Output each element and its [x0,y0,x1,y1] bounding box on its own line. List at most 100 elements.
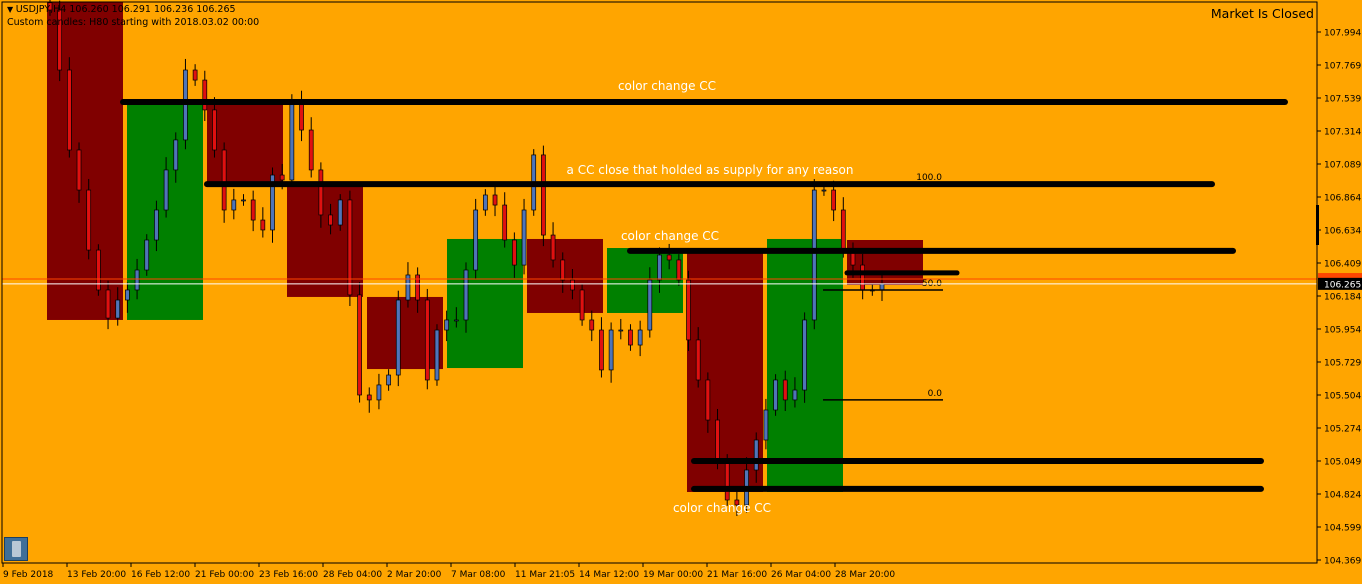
fib-label: 100.0 [916,173,942,183]
zone-bull [607,248,683,313]
candles [47,0,885,517]
x-tick-label: 16 Feb 12:00 [131,570,190,580]
candle-bear [715,419,720,461]
candle-bull [405,274,411,301]
scroll-marker[interactable] [1316,205,1319,245]
custom-candle-zones [47,2,923,492]
x-tick-label: 7 Mar 08:00 [451,570,506,580]
candle-bull [444,319,450,331]
candle-bear [705,379,711,421]
y-tick-label: 107.314 [1324,128,1361,138]
x-tick-label: 21 Mar 16:00 [707,570,767,580]
level-label: color change CC [621,229,719,243]
candle-bull [473,209,479,271]
x-tick-label: 2 Mar 20:00 [387,570,442,580]
candle-bear [560,259,566,281]
candle-bull [773,379,778,411]
candle-bear [415,274,420,301]
ohlc-readout: USDJPY,H4 106.260 106.291 106.236 106.26… [15,4,236,15]
x-tick-label: 9 Feb 2018 [3,570,54,580]
candle-bear [318,169,324,216]
candle-bull [879,283,885,291]
fib-label: 0.0 [928,389,943,399]
candle-bear [782,379,788,401]
y-tick-label: 105.504 [1324,392,1361,402]
custom-candles-info: Custom candles: H80 starting with 2018.0… [7,17,260,28]
current-price-label-bg [1318,277,1362,290]
candle-bull [289,99,295,181]
candle-bear [502,204,508,241]
x-tick-label: 21 Feb 00:00 [195,570,254,580]
candle-bull [618,329,624,332]
candle-bear [570,279,575,291]
x-tick-label: 11 Mar 21:05 [515,570,575,580]
candle-bull [231,199,237,211]
candle-bear [96,249,101,291]
candle-bull [802,319,807,391]
candle-bull [463,269,469,321]
candle-bull [453,319,459,322]
candle-bear [192,69,198,81]
candle-bear [308,129,314,171]
price-axis: 107.994 107.769 107.539 107.314 107.089 106.8… [2,29,1362,567]
candle-bull [637,329,643,346]
candle-bear [212,109,217,151]
candle-bull [821,189,827,192]
candle-bull [753,439,759,471]
candle-bear [221,149,227,211]
candle-bear [541,154,546,236]
candle-bear [666,254,672,261]
levels: color change CC a CC close that holded as… [120,79,1288,515]
y-tick-label: 106.634 [1324,227,1361,237]
candle-bear [492,194,498,206]
y-tick-label: 106.409 [1324,260,1361,270]
candle-bull [270,174,275,231]
candle-bear [86,189,92,251]
candle-bear [260,219,266,231]
x-tick-label: 28 Feb 04:00 [323,570,382,580]
candle-bull [144,239,150,271]
y-tick-label: 105.049 [1324,458,1361,468]
calculator-icon[interactable] [4,537,28,561]
x-tick-label: 13 Feb 20:00 [67,570,126,580]
x-tick-label: 23 Feb 16:00 [259,570,318,580]
candle-bear [831,189,836,211]
triangle-down-icon[interactable]: ▼ [7,5,16,14]
candle-bull [154,209,159,241]
y-tick-label: 105.274 [1324,425,1361,435]
candle-bull [395,299,401,376]
ask-price-label [1318,273,1362,279]
candle-bull [657,254,662,281]
y-tick-label: 107.994 [1324,29,1361,39]
y-tick-label: 107.089 [1324,161,1361,171]
candle-bear [695,339,701,381]
symbol-header: ▼ USDJPY,H4 106.260 106.291 106.236 106.… [7,4,236,15]
x-tick-label: 26 Mar 04:00 [771,570,831,580]
time-axis: 9 Feb 2018 13 Feb 20:00 16 Feb 12:00 21 Feb… [2,563,895,580]
market-status: Market Is Closed [1210,6,1314,21]
x-tick-label: 14 Mar 12:00 [579,570,639,580]
y-tick-label: 106.184 [1324,293,1361,303]
candle-bear [589,319,595,331]
candle-bear [424,299,430,381]
candle-bear [686,279,691,341]
candle-bear [76,149,82,191]
candle-bear [628,329,633,346]
zone-bear [207,104,283,187]
candle-bear [328,214,333,226]
chart-frame [1,1,1318,564]
candle-bull [608,329,614,371]
candle-bear [366,394,372,401]
candle-bear [66,69,72,151]
candle-bear [57,9,63,71]
y-tick-label: 104.824 [1324,491,1361,501]
y-tick-label: 104.599 [1324,524,1361,534]
level-label: a CC close that holded as supply for any… [567,163,854,177]
candle-bear [550,234,556,261]
candle-bull [763,409,769,441]
candle-bear [279,174,285,181]
candle-bull [482,194,488,211]
candle-bull [386,374,391,386]
candle-bear [47,2,53,11]
